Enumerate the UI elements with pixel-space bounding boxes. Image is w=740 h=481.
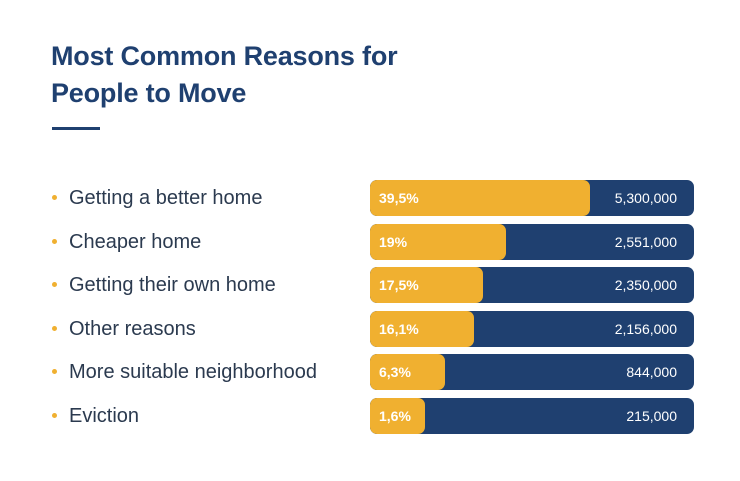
percent-label: 17,5%	[379, 277, 419, 294]
category-label: Eviction	[69, 405, 140, 427]
category-label: More suitable neighborhood	[69, 361, 317, 384]
bullet-dot-icon	[52, 413, 57, 418]
bar-row: Other reasons 16,1% 2,156,000	[0, 310, 740, 347]
count-label: 2,156,000	[614, 320, 677, 337]
bar-track: 17,5% 2,350,000	[370, 267, 694, 304]
bullet-dot-icon	[52, 195, 57, 200]
bar-track: 19% 2,551,000	[370, 223, 694, 260]
category-label: Getting their own home	[69, 274, 276, 297]
category-label: Other reasons	[69, 317, 196, 340]
count-label: 844,000	[626, 364, 677, 381]
bar-fill	[370, 223, 506, 260]
bar-row: More suitable neighborhood 6,3% 844,000	[0, 354, 740, 391]
bullet-dot-icon	[52, 325, 57, 331]
bar-fill	[370, 398, 425, 434]
bar-track: 1,6% 215,000	[370, 398, 694, 434]
bullet-dot-icon	[52, 282, 57, 288]
bullet-dot-icon	[52, 369, 57, 375]
bar-track: 16,1% 2,156,000	[370, 310, 694, 347]
bar-row: Eviction 1,6% 215,000	[0, 398, 740, 434]
bullet-dot-icon	[52, 238, 57, 244]
percent-label: 16,1%	[379, 320, 419, 337]
count-label: 2,551,000	[614, 233, 677, 250]
percent-label: 1,6%	[379, 408, 411, 424]
count-label: 5,300,000	[614, 190, 677, 206]
bar-fill	[370, 180, 590, 216]
title-underline	[52, 127, 100, 130]
count-label: 2,350,000	[614, 277, 677, 294]
category-label: Getting a better home	[69, 187, 263, 209]
chart-title: Most Common Reasons for People to Move	[51, 41, 398, 108]
bar-row: Getting a better home 39,5% 5,300,000	[0, 180, 740, 216]
bar-fill	[370, 310, 474, 347]
percent-label: 6,3%	[379, 364, 411, 381]
percent-label: 19%	[379, 233, 408, 250]
bar-row: Getting their own home 17,5% 2,350,000	[0, 267, 740, 304]
bar-fill	[370, 354, 445, 391]
bar-track: 6,3% 844,000	[370, 354, 694, 391]
percent-label: 39,5%	[379, 190, 419, 206]
bar-track: 39,5% 5,300,000	[370, 180, 694, 216]
bar-row: Cheaper home 19% 2,551,000	[0, 223, 740, 260]
bar-fill	[370, 267, 483, 304]
category-label: Cheaper home	[69, 230, 202, 253]
count-label: 215,000	[626, 408, 677, 424]
